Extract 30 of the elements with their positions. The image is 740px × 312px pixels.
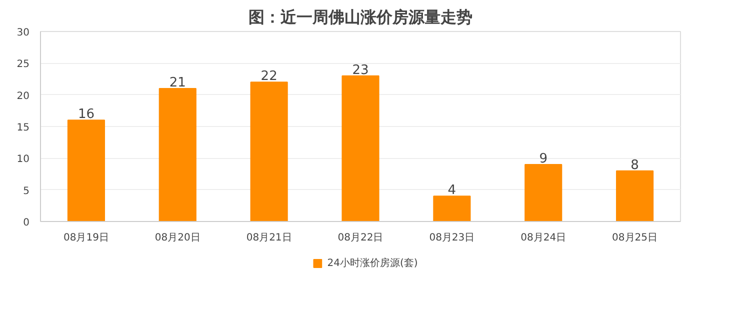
bar (433, 196, 471, 222)
x-tick-label: 08月22日 (338, 232, 384, 244)
x-tick-label: 08月20日 (154, 232, 200, 244)
bar (342, 75, 380, 222)
y-tick-label: 30 (16, 28, 30, 38)
y-tick-label: 20 (16, 90, 30, 102)
bar (616, 170, 654, 222)
data-label: 9 (539, 152, 548, 166)
x-tick-label: 08月24日 (520, 232, 566, 244)
x-tick-label: 08月19日 (63, 232, 109, 244)
y-tick-label: 25 (16, 59, 30, 70)
data-label: 21 (169, 76, 186, 90)
data-label: 23 (352, 62, 369, 78)
y-tick-label: 10 (16, 154, 30, 166)
y-tick-label: 5 (23, 186, 30, 197)
bar (67, 120, 105, 222)
bar (250, 82, 288, 222)
data-label: 4 (448, 183, 456, 198)
x-tick-label: 08月23日 (429, 232, 475, 244)
x-tick-label: 08月25日 (612, 232, 658, 244)
data-label: 16 (78, 107, 94, 122)
y-tick-label: 15 (16, 122, 30, 134)
data-label: 22 (260, 69, 278, 84)
bar (158, 88, 196, 222)
y-tick-label: 0 (23, 218, 30, 228)
bar (524, 164, 562, 222)
data-label: 8 (630, 158, 639, 173)
chart-title: 图：近一周佛山涨价房源量走势 (248, 8, 472, 26)
legend-label: 24小时涨价房源(套) (327, 256, 418, 270)
x-tick-label: 08月21日 (246, 232, 292, 244)
